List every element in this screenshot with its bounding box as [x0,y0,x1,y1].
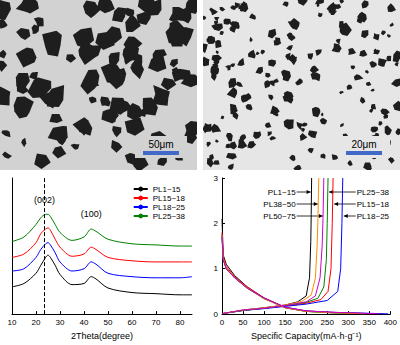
svg-text:50μm: 50μm [148,139,173,150]
svg-text:20: 20 [32,318,41,327]
svg-text:PL38~50: PL38~50 [263,200,296,209]
svg-text:2Theta(degree): 2Theta(degree) [71,331,133,341]
svg-text:(002): (002) [33,194,55,205]
svg-text:0: 0 [220,318,225,327]
svg-text:PL15~18: PL15~18 [153,194,186,203]
svg-text:400: 400 [384,318,398,327]
svg-text:100: 100 [257,318,271,327]
svg-text:(100): (100) [81,209,102,219]
svg-text:150: 150 [278,318,292,327]
svg-text:PL25~38: PL25~38 [357,188,390,197]
svg-text:PL15~18: PL15~18 [357,200,390,209]
svg-text:3: 3 [214,174,219,183]
svg-text:PL50~75: PL50~75 [263,212,296,221]
svg-text:350: 350 [363,318,377,327]
svg-text:20μm: 20μm [351,139,376,150]
svg-text:30: 30 [56,318,65,327]
svg-text:40: 40 [80,318,89,327]
svg-text:250: 250 [321,318,335,327]
svg-text:10: 10 [8,318,17,327]
svg-text:0: 0 [214,310,219,319]
svg-text:Specific Capacity(mA·h·g⁻¹): Specific Capacity(mA·h·g⁻¹) [251,331,362,341]
svg-text:2: 2 [214,219,219,228]
svg-text:PL18~25: PL18~25 [357,212,390,221]
svg-text:200: 200 [299,318,313,327]
svg-text:50: 50 [104,318,113,327]
svg-text:PL18~25: PL18~25 [153,203,186,212]
svg-text:70: 70 [152,318,161,327]
svg-text:80: 80 [176,318,185,327]
svg-text:300: 300 [342,318,356,327]
svg-text:1: 1 [214,264,219,273]
svg-text:PL25~38: PL25~38 [153,212,186,221]
svg-text:PL1~15: PL1~15 [153,185,181,194]
svg-text:PL1~15: PL1~15 [268,188,296,197]
svg-text:50: 50 [239,318,248,327]
svg-text:60: 60 [128,318,137,327]
